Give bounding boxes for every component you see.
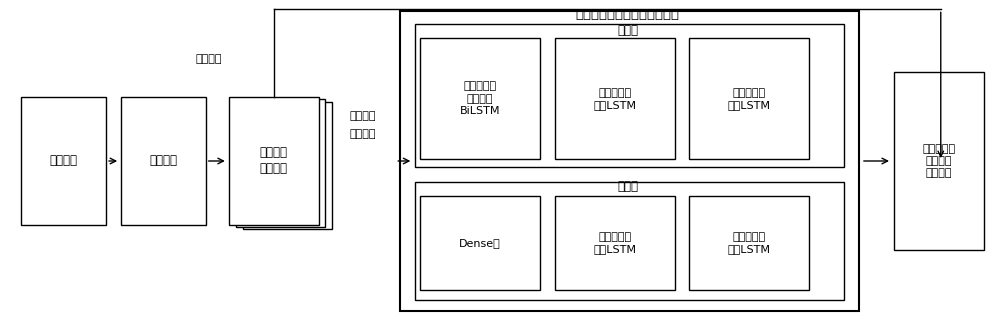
- Bar: [555, 38, 675, 159]
- Bar: [689, 38, 809, 159]
- Text: 原始数据: 原始数据: [50, 155, 78, 167]
- Text: 长短时神经
网络LSTM: 长短时神经 网络LSTM: [593, 88, 636, 110]
- Bar: [236, 99, 325, 227]
- Text: 长短时神经
网络LSTM: 长短时神经 网络LSTM: [593, 232, 636, 254]
- Text: 原始数据
分割样本: 原始数据 分割样本: [260, 147, 288, 175]
- Text: 编码器: 编码器: [617, 24, 638, 37]
- Text: 数据重构: 数据重构: [349, 129, 376, 139]
- Text: Dense层: Dense层: [459, 238, 501, 248]
- Bar: [400, 11, 859, 311]
- Bar: [555, 196, 675, 290]
- Bar: [229, 97, 319, 225]
- Bar: [21, 97, 106, 225]
- Bar: [420, 38, 540, 159]
- Bar: [415, 24, 844, 167]
- Bar: [689, 196, 809, 290]
- Text: 双向长短时
神经网络
BiLSTM: 双向长短时 神经网络 BiLSTM: [460, 81, 500, 116]
- Text: 特征提取: 特征提取: [349, 111, 376, 121]
- Bar: [415, 182, 844, 300]
- Bar: [243, 102, 332, 229]
- Bar: [894, 71, 984, 251]
- Text: 长短时神经
网络LSTM: 长短时神经 网络LSTM: [728, 232, 771, 254]
- Text: 长短时神经
网络LSTM: 长短时神经 网络LSTM: [728, 88, 771, 110]
- Bar: [420, 196, 540, 290]
- Text: 解码器: 解码器: [617, 180, 638, 193]
- Text: 样本划分: 样本划分: [196, 54, 222, 64]
- Bar: [121, 97, 206, 225]
- Text: 滑动窗口: 滑动窗口: [149, 155, 177, 167]
- Text: 长短时神经网络自编码机结构: 长短时神经网络自编码机结构: [576, 8, 680, 21]
- Text: 风电齿轮箱
故障诊断
异常检测: 风电齿轮箱 故障诊断 异常检测: [922, 144, 955, 178]
